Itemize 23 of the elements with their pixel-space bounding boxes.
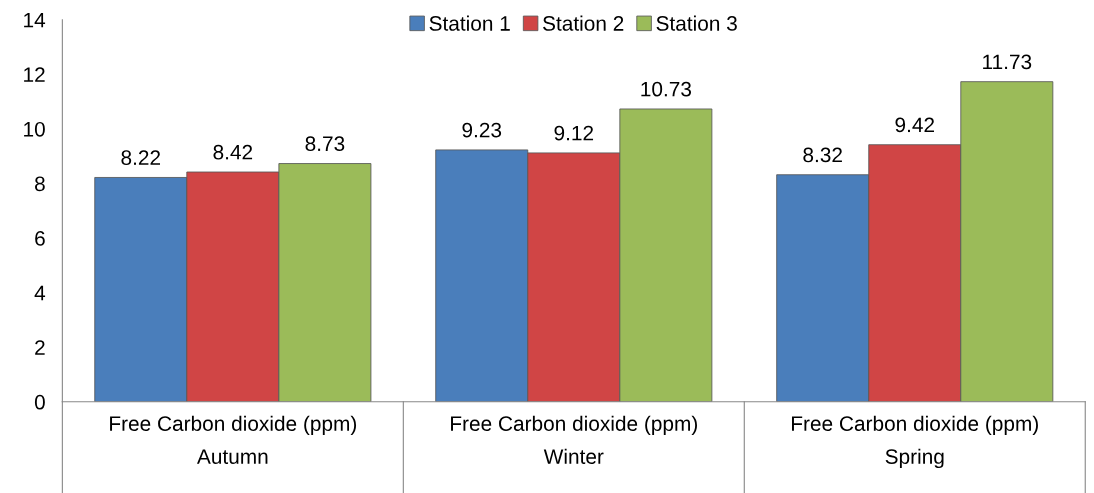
data-label: 9.23 [462, 122, 502, 138]
y-tick-label: 12 [24, 67, 45, 82]
data-label: 9.12 [554, 125, 594, 141]
data-label: 8.22 [121, 150, 161, 166]
y-tick-label: 10 [24, 121, 45, 137]
y-tick-label: 4 [34, 285, 46, 301]
data-label: 10.73 [641, 81, 692, 97]
y-tick-label: 14 [24, 12, 46, 28]
legend-label: Station 2 [543, 15, 624, 31]
data-label: 9.42 [895, 117, 934, 133]
data-label: 8.32 [803, 147, 842, 163]
legend-label: Station 1 [429, 15, 510, 31]
y-tick-label: 0 [34, 394, 45, 410]
x-tick-label: Free Carbon dioxide (ppm) Autumn [110, 415, 357, 464]
x-tick-label: Free Carbon dioxide (ppm) Winter [451, 415, 697, 464]
x-tick-label: Free Carbon dioxide (ppm) Spring [792, 415, 1038, 469]
data-label: 8.42 [213, 144, 253, 160]
y-tick-label: 2 [35, 340, 45, 355]
y-tick-label: 6 [35, 231, 45, 246]
legend-label: Station 3 [656, 15, 737, 31]
data-label: 11.73 [983, 54, 1032, 70]
y-tick-label: 8 [35, 176, 45, 192]
data-label: 8.73 [305, 136, 345, 152]
